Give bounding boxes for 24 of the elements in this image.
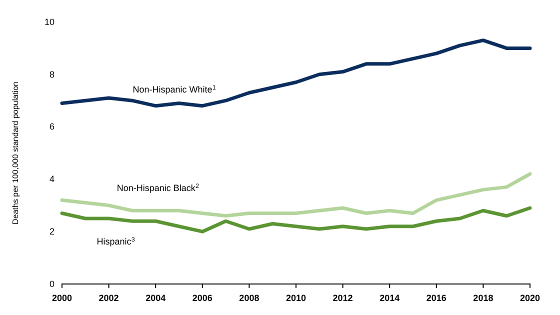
x-tick-label: 2012	[332, 292, 353, 303]
series-label: Non-Hispanic Black$^{2}$	[116, 182, 200, 193]
x-tick-label: 2000	[52, 292, 72, 303]
x-tick-label: 2006	[192, 292, 212, 303]
y-tick-label: 8	[49, 69, 54, 80]
series-label: Hispanic$^{3}$	[96, 236, 136, 247]
x-tick-label: 2004	[146, 292, 166, 303]
line-series	[60, 38, 532, 108]
x-tick-label: 2008	[239, 292, 260, 303]
x-tick-label: 2010	[286, 292, 306, 303]
x-tick-label: 2002	[98, 292, 119, 303]
y-tick-label: 6	[49, 122, 54, 132]
line-series	[60, 206, 532, 234]
series-label: Non-Hispanic White$^{1}$	[132, 84, 216, 95]
y-axis-title: Deaths per 100,000 standard population	[11, 82, 20, 224]
y-tick-label: 2	[49, 226, 54, 236]
x-tick-label: 2020	[520, 292, 540, 303]
x-tick-label: 2016	[426, 292, 446, 303]
x-tick-label: 2018	[473, 292, 494, 303]
y-tick-label: 0	[49, 278, 54, 289]
line-series	[60, 172, 532, 218]
x-tick-label: 2014	[380, 292, 400, 303]
y-tick-label: 4	[49, 174, 54, 184]
y-tick-label: 10	[44, 16, 54, 27]
